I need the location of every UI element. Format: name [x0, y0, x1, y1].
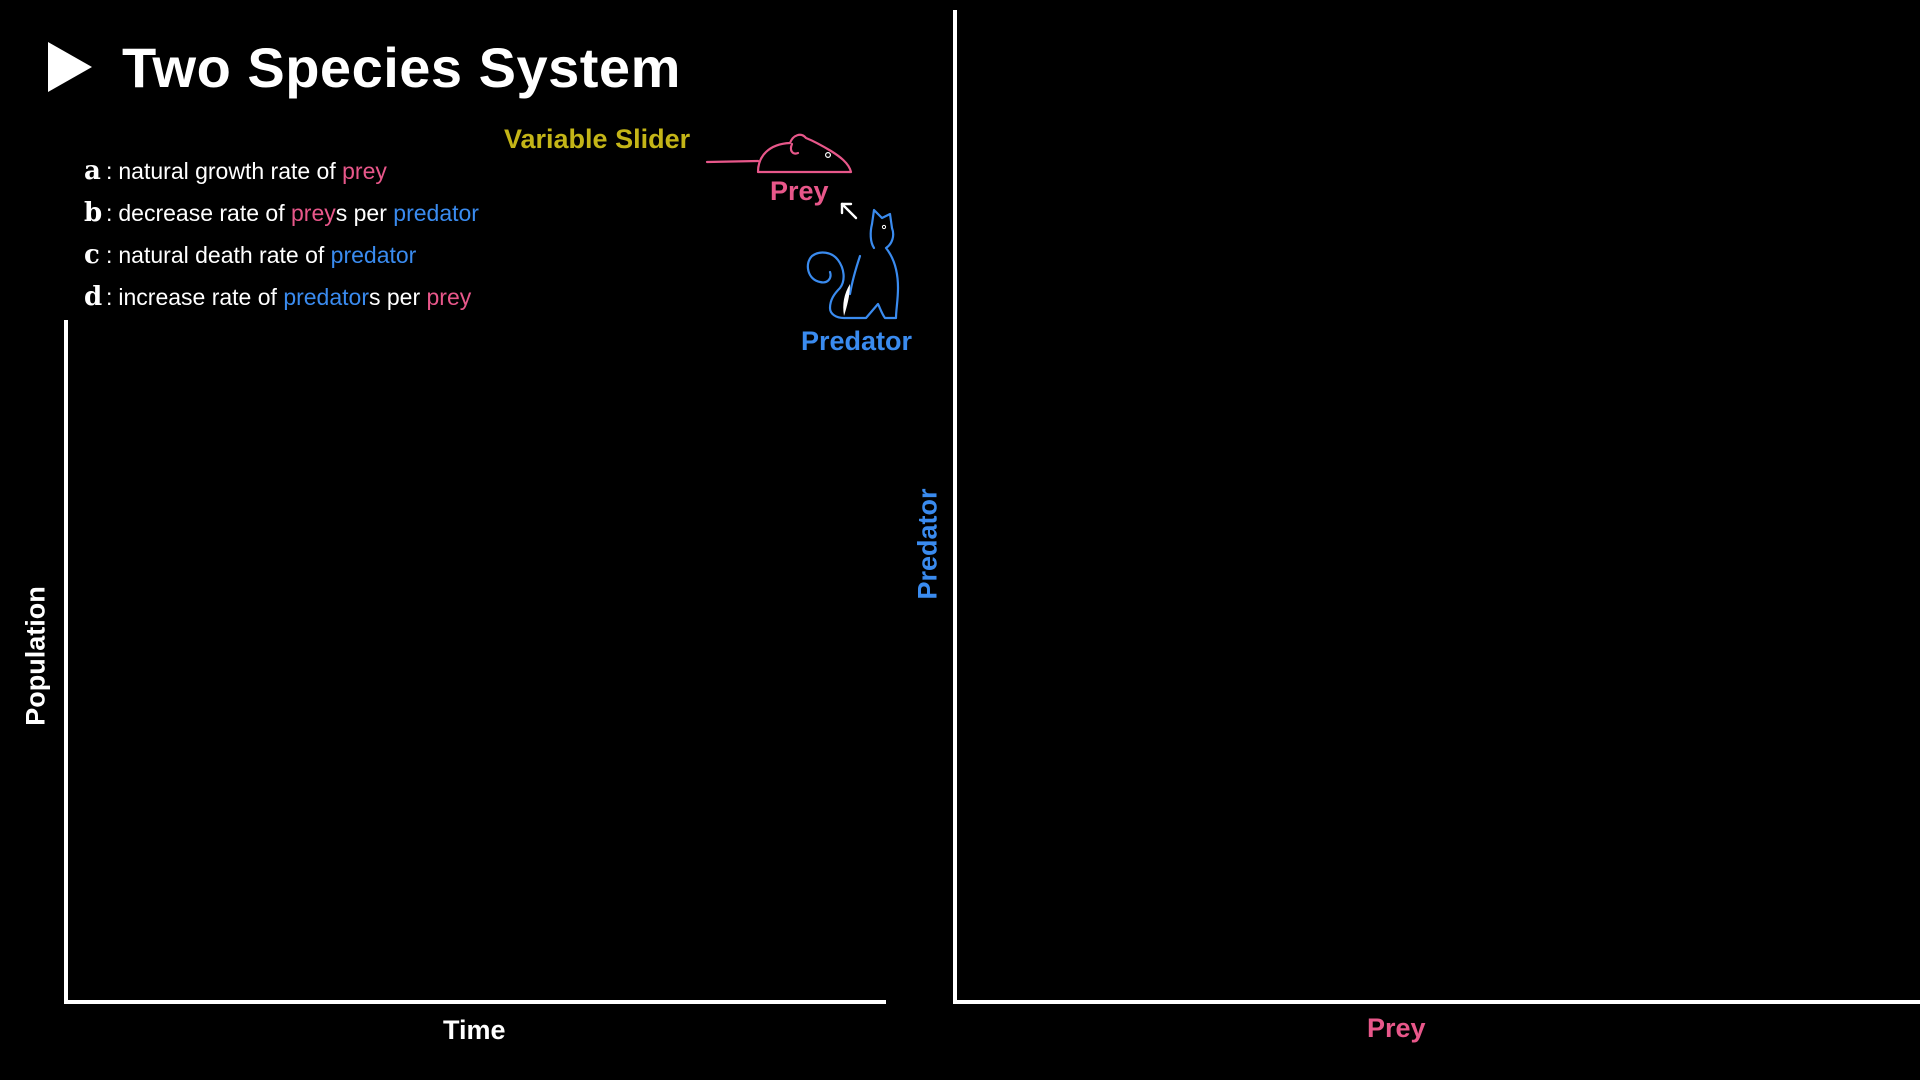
time-plot-y-axis — [64, 320, 68, 1004]
definition-text: s per — [335, 199, 394, 226]
population-axis-label: Population — [20, 586, 51, 726]
title-row: Two Species System — [48, 32, 681, 102]
page-title: Two Species System — [122, 35, 681, 99]
definition-text: natural death rate of — [118, 241, 331, 268]
prey-word: prey — [291, 199, 336, 226]
predator-legend-label: Predator — [801, 326, 913, 356]
predator-word: predator — [393, 199, 479, 226]
mouse-icon — [705, 133, 853, 174]
cat-icon — [806, 208, 900, 320]
predator-word: predator — [283, 283, 369, 310]
variable-definitions: a: natural growth rate of prey b: decrea… — [84, 150, 479, 318]
definition-text: s per — [368, 283, 427, 310]
predator-word: predator — [330, 241, 417, 268]
predator-axis-label: Predator — [912, 488, 943, 600]
definition-row: d: increase rate of predator s per prey — [84, 282, 472, 312]
time-axis-label: Time — [443, 1015, 506, 1045]
definition-row: b: decrease rate of prey s per predator — [84, 198, 479, 228]
prey-axis-label: Prey — [1367, 1013, 1426, 1043]
phase-plot-y-axis — [953, 10, 957, 1004]
variable-letter: c — [84, 240, 100, 270]
play-icon[interactable] — [48, 42, 92, 92]
definition-text: natural growth rate of — [118, 157, 343, 184]
definition-row: a: natural growth rate of prey — [84, 156, 387, 186]
prey-legend-label: Prey — [770, 176, 829, 206]
prey-word: prey — [342, 157, 387, 184]
definition-text: decrease rate of — [118, 199, 291, 226]
variable-letter: a — [84, 156, 101, 186]
variable-slider-label: Variable Slider — [504, 124, 691, 154]
definition-text: increase rate of — [118, 283, 284, 310]
phase-plot-x-axis — [953, 1000, 1920, 1004]
arrow-up-left-icon — [840, 202, 858, 220]
prey-word: prey — [426, 283, 472, 310]
variable-letter: d — [84, 282, 103, 312]
variable-letter: b — [84, 198, 103, 228]
time-plot-x-axis — [64, 1000, 886, 1004]
definition-row: c: natural death rate of predator — [84, 240, 417, 270]
